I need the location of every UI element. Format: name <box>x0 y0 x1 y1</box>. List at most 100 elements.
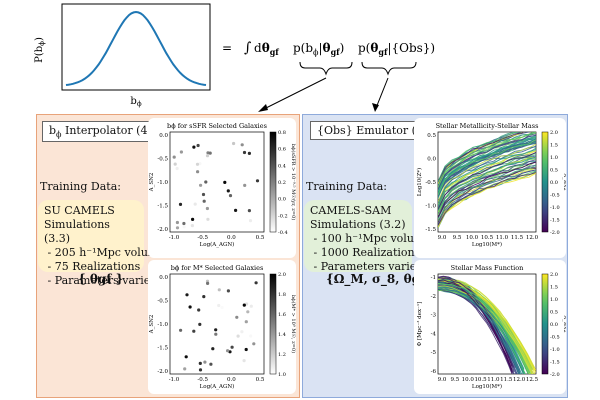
scatter-point <box>201 192 206 197</box>
y-tick-label: -6 <box>431 369 437 375</box>
scatter-point <box>185 293 189 297</box>
cbar-tick-label: 1.0 <box>550 155 558 161</box>
scatter-point <box>175 166 179 171</box>
scatter-point <box>248 219 253 223</box>
scatter-point <box>226 189 230 193</box>
model-curve <box>438 172 536 226</box>
scatter-point <box>244 320 248 324</box>
scatter-point <box>246 310 250 314</box>
scatter-point <box>195 162 200 166</box>
x-tick-label: 11.0 <box>487 377 500 383</box>
cbar-tick-label: -2.0 <box>550 230 560 236</box>
bphi-mstar-card: bϕ for M* Selected Galaxies -1.0 -0.5 0.0 0.… <box>148 260 297 394</box>
scatter-point <box>203 360 207 364</box>
cbar-tick-label: 0.0 <box>278 197 286 203</box>
scatter-point <box>192 145 196 149</box>
cbar-tick-label: 0.5 <box>550 310 558 316</box>
model-curves <box>438 132 536 229</box>
cbar-tick-label: 1.6 <box>278 312 286 318</box>
arrowhead-right <box>372 103 379 112</box>
scatter-point <box>240 143 244 147</box>
y-axis-label: A_SN2 <box>149 173 155 193</box>
colorbar <box>541 273 549 375</box>
scatter-point <box>247 209 251 213</box>
scatter-point <box>198 322 202 326</box>
x-tick-label: 9.5 <box>453 235 462 241</box>
scatter-point <box>198 162 202 166</box>
model-curve <box>438 143 536 197</box>
model-curve <box>438 151 536 210</box>
scatter-point <box>240 330 244 334</box>
top-prior-plot: P(bϕ) bϕ = ∫ dθgf p(bϕ|θgf) p(θgf|{Obs}) <box>34 3 435 112</box>
scatter-point <box>247 151 251 155</box>
scatter-point <box>249 304 253 308</box>
metallicity-card: Stellar Metallicity-Stellar Mass 9.0 9.5 10… <box>414 118 568 258</box>
arrowhead-left <box>258 104 268 112</box>
x-tick-label: 0.0 <box>227 377 236 383</box>
cbar-tick-label: 0.5 <box>550 168 558 174</box>
cbar-tick-label: 1.0 <box>278 372 286 378</box>
scatter-point <box>197 308 201 312</box>
prior-xlabel: bϕ <box>130 96 141 108</box>
scatter-point <box>196 170 200 174</box>
colorbar <box>541 131 549 233</box>
arrow-to-interpolator <box>261 77 327 111</box>
x-tick-label: -0.5 <box>197 377 208 383</box>
model-curve <box>438 283 530 374</box>
y-tick-label: 0.0 <box>427 157 436 163</box>
svg-text:dθgf: dθgf <box>254 41 279 57</box>
axes-frame <box>169 273 265 375</box>
y-tick-label: -1.5 <box>425 227 436 233</box>
model-curve <box>438 281 521 373</box>
scatter-point <box>198 361 202 365</box>
cbar-tick-label: 0.2 <box>278 180 286 186</box>
y-tick-label: 0.0 <box>159 275 168 281</box>
interpolator-title: bϕ Interpolator (4.2) <box>42 121 170 143</box>
scatter-point <box>232 141 236 146</box>
prior-ylabel: P(bϕ) <box>34 37 46 63</box>
scatter-point <box>242 150 247 155</box>
plot-title: Stellar Metallicity-Stellar Mass <box>436 122 539 130</box>
cbar-tick-label: 2.0 <box>278 272 286 278</box>
y-tick-label: -1.0 <box>425 204 436 210</box>
scatter-point <box>188 305 192 309</box>
bphi-mstar-plot: bϕ for M* Selected Galaxies -1.0 -0.5 0.0 0.… <box>149 264 297 390</box>
arrow-to-emulator <box>375 77 389 109</box>
y-tick-label: -1 <box>431 275 436 281</box>
scatter-point <box>202 295 206 299</box>
cbar-tick-label: -1.0 <box>550 205 560 211</box>
scatter-point <box>199 183 203 187</box>
scatter-point <box>206 217 210 221</box>
smf-card: Stellar Mass Function 9.0 9.5 10.0 10.5 11.0 1… <box>414 260 568 394</box>
camels-sam-params: {Ω_M, σ_8, θgf} <box>326 272 433 286</box>
x-axis-label: Log(A_AGN) <box>200 383 235 390</box>
cbar-tick-label: 0.0 <box>550 180 558 186</box>
cbar-label: A_SN2 <box>562 172 566 190</box>
colorbar <box>269 131 277 233</box>
cbar-label: A_SN2 <box>562 314 566 332</box>
x-tick-label: 9.0 <box>438 235 447 241</box>
model-curves <box>438 275 536 374</box>
x-tick-label: 11.0 <box>496 235 509 241</box>
scatter-point <box>252 342 256 346</box>
scatter-point <box>182 225 186 229</box>
y-tick-label: -4 <box>431 331 437 337</box>
scatter-point <box>198 368 203 372</box>
scatter-point <box>196 143 200 148</box>
cbar-tick-label: -0.5 <box>550 335 560 341</box>
metallicity-plot: Stellar Metallicity-Stellar Mass 9.0 9.5 10… <box>416 122 568 248</box>
cbar-tick-label: -1.5 <box>550 218 560 224</box>
x-tick-label: 0.0 <box>227 235 236 241</box>
x-axis-label: Log10(M*) <box>472 241 502 248</box>
colorbar <box>269 273 277 375</box>
y-tick-label: -0.5 <box>425 180 436 186</box>
cbar-tick-label: 1.5 <box>550 285 558 291</box>
scatter-point <box>179 328 183 332</box>
model-curve <box>438 287 522 374</box>
x-tick-label: -1.0 <box>169 235 180 241</box>
x-tick-label: 0.5 <box>256 235 265 241</box>
scatter-point <box>175 220 179 225</box>
cbar-tick-label: -1.0 <box>550 347 560 353</box>
model-curve <box>438 289 513 374</box>
x-tick-label: 10.0 <box>466 235 479 241</box>
